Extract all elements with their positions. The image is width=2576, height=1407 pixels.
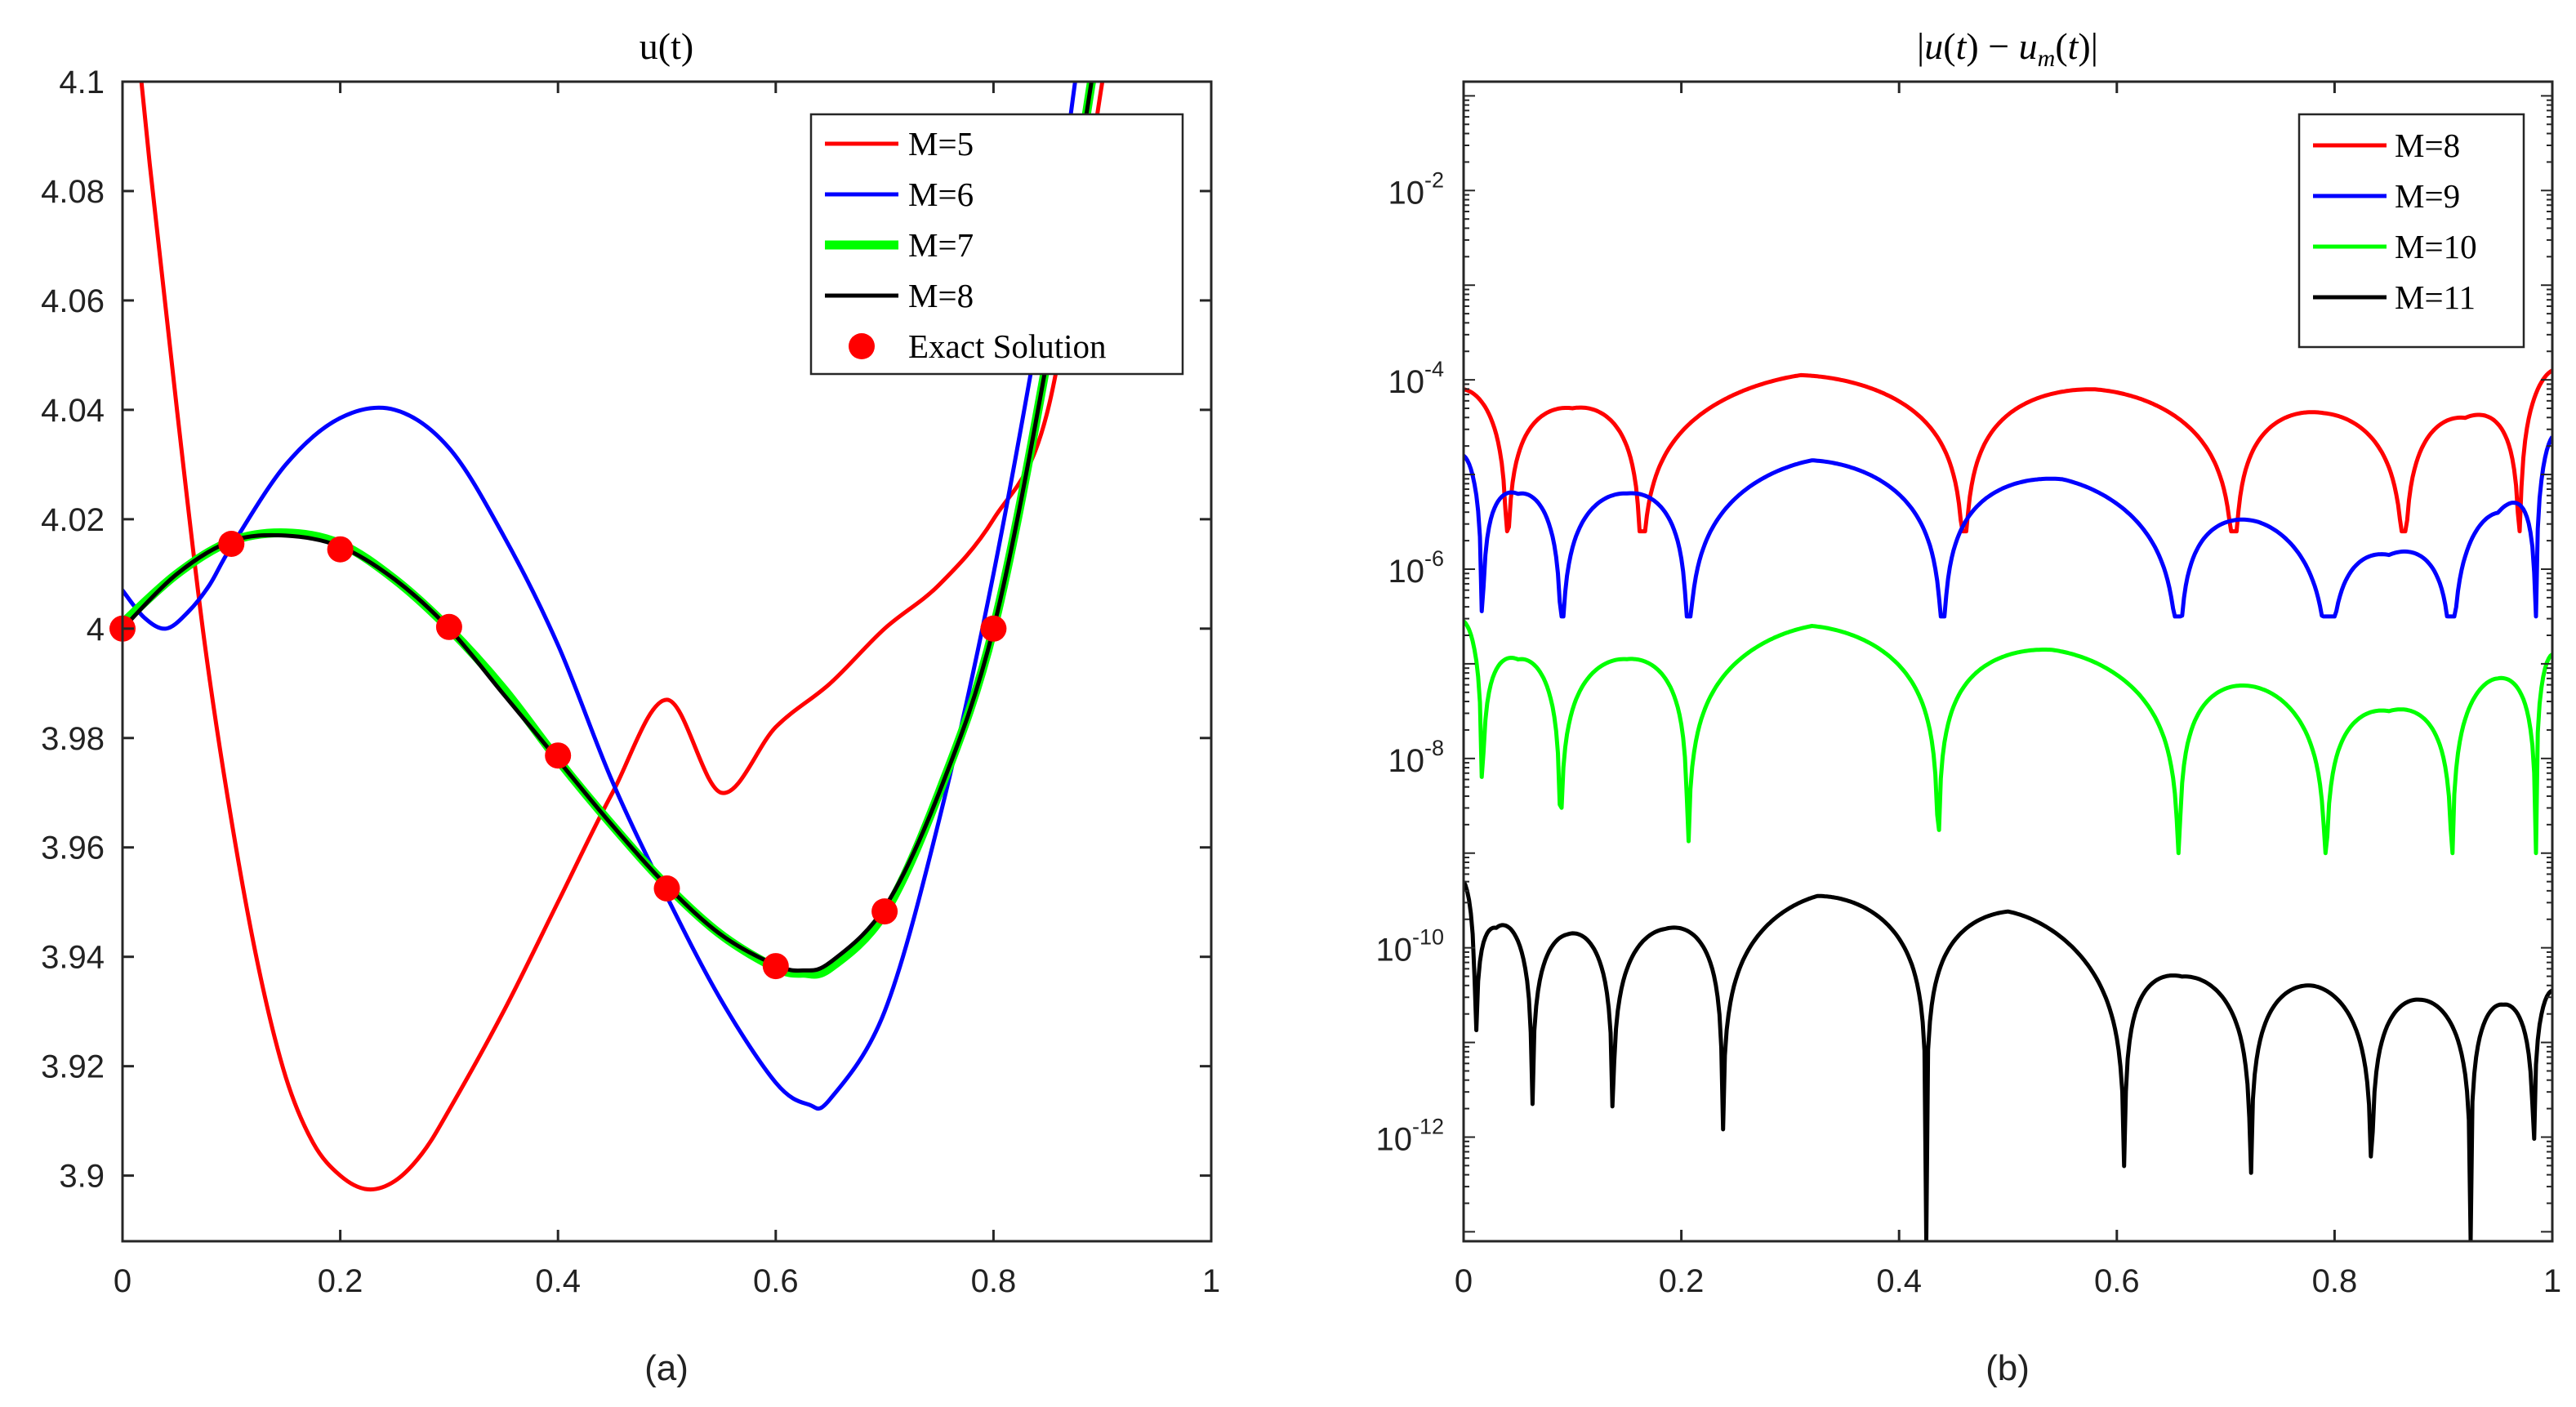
legend-items-a: M=5 M=6 M=7 M=8 Exact Solution xyxy=(825,125,1107,365)
x-tick-label: 1 xyxy=(1202,1263,1220,1299)
title-b-paren2: ( xyxy=(2055,25,2067,67)
y-tick-label: 4.08 xyxy=(41,174,105,210)
y-tick-label: 3.98 xyxy=(41,721,105,757)
title-b-u: u xyxy=(1924,25,1943,67)
legend-label: M=5 xyxy=(908,125,974,163)
y-tick-label: 3.94 xyxy=(41,940,105,976)
title-b-sub: m xyxy=(2038,45,2056,72)
x-tick-label: 0 xyxy=(114,1263,131,1299)
y-tick-label: 4 xyxy=(87,612,105,648)
title-b-u2: u xyxy=(2019,25,2038,67)
chart-title-b: |u(t) − um(t)| xyxy=(1917,25,2098,72)
exact-solution-point xyxy=(653,875,680,902)
legend-label: M=6 xyxy=(908,176,974,213)
exact-solution-point xyxy=(435,613,462,640)
legend-label: Exact Solution xyxy=(908,327,1107,365)
y-tick-label: 4.04 xyxy=(41,393,105,429)
series-group-b xyxy=(1464,368,2552,1241)
title-b-bar-left: | xyxy=(1917,25,1924,67)
exact-solution-point xyxy=(545,742,572,769)
x-axis-label-a: (a) xyxy=(644,1348,689,1388)
legend-label: M=10 xyxy=(2395,228,2477,265)
x-tick-label: 1 xyxy=(2543,1263,2561,1299)
exact-solution-point xyxy=(327,536,354,563)
error-line-m9 xyxy=(1464,435,2552,619)
exact-solution-point xyxy=(218,530,245,557)
y-tick-label: 10-4 xyxy=(1388,357,1444,400)
title-b-paren: ( xyxy=(1943,25,1955,67)
legend-label: M=9 xyxy=(2395,177,2460,215)
error-line-m8 xyxy=(1464,368,2552,534)
legend-label: M=11 xyxy=(2395,278,2476,316)
legend-label: M=8 xyxy=(2395,127,2460,164)
plot-border-a xyxy=(121,80,1213,1243)
x-tick-label: 0.8 xyxy=(971,1263,1017,1299)
y-tick-label: 4.06 xyxy=(41,283,105,319)
y-tick-label: 3.9 xyxy=(59,1159,105,1195)
plot-border-b xyxy=(1462,80,2554,1243)
exact-solution-markers xyxy=(109,530,1007,980)
x-tick-label: 0 xyxy=(1455,1263,1473,1299)
chart-title-a: u(t) xyxy=(640,25,693,67)
x-tick-label: 0.4 xyxy=(1876,1263,1922,1299)
legend-items-b: M=8 M=9 M=10 M=11 xyxy=(2313,127,2477,316)
legend-marker xyxy=(849,333,875,359)
x-tick-label: 0.8 xyxy=(2312,1263,2358,1299)
title-b-mid: ) − xyxy=(1966,25,2018,67)
exact-solution-point xyxy=(980,615,1007,642)
exact-solution-point xyxy=(762,953,789,980)
y-tick-label: 10-8 xyxy=(1388,736,1444,779)
exact-solution-point xyxy=(871,898,898,925)
x-tick-label: 0.6 xyxy=(753,1263,799,1299)
y-tick-label: 4.1 xyxy=(59,65,105,100)
chart-b: 0 0.2 0.4 0.6 0.8 1 10-12 10-10 10-8 10-6 10-4 10-2… xyxy=(1375,25,2561,1388)
x-tick-label: 0.2 xyxy=(318,1263,363,1299)
y-tick-label: 10-10 xyxy=(1375,925,1444,968)
legend-label: M=8 xyxy=(908,277,974,314)
title-b-end: )| xyxy=(2078,25,2098,67)
x-tick-label: 0.2 xyxy=(1659,1263,1705,1299)
legend-label: M=7 xyxy=(908,226,974,264)
axis-ticks-b: 0 0.2 0.4 0.6 0.8 1 10-12 10-10 10-8 10-6 10-4 10-2 xyxy=(1375,82,2561,1299)
series-line-m5 xyxy=(139,82,1105,1192)
axis-ticks-a: 0 0.2 0.4 0.6 0.8 1 3.9 3.92 3.94 3.96 3.98 4 4.02 4.… xyxy=(41,65,1220,1299)
title-b-t2: t xyxy=(2068,25,2079,67)
y-tick-label: 3.96 xyxy=(41,830,105,866)
title-b-t: t xyxy=(1956,25,1968,67)
y-tick-label: 4.02 xyxy=(41,502,105,538)
error-line-m10 xyxy=(1464,619,2552,856)
x-tick-label: 0.6 xyxy=(2094,1263,2140,1299)
legend-b: M=8 M=9 M=10 M=11 xyxy=(2297,113,2525,349)
x-tick-label: 0.4 xyxy=(535,1263,581,1299)
y-tick-label: 10-6 xyxy=(1388,546,1444,590)
legend-a: M=5 M=6 M=7 M=8 Exact Solution xyxy=(809,113,1184,376)
chart-a: 0 0.2 0.4 0.6 0.8 1 3.9 3.92 3.94 3.96 3.98 4 4.02 4.… xyxy=(41,25,1220,1388)
error-line-m11 xyxy=(1464,880,2552,1241)
y-tick-label: 10-2 xyxy=(1388,167,1444,211)
y-tick-label: 10-12 xyxy=(1375,1114,1444,1157)
x-axis-label-b: (b) xyxy=(1985,1348,2030,1388)
legend-box-b xyxy=(2297,113,2525,349)
y-tick-label: 3.92 xyxy=(41,1049,105,1085)
